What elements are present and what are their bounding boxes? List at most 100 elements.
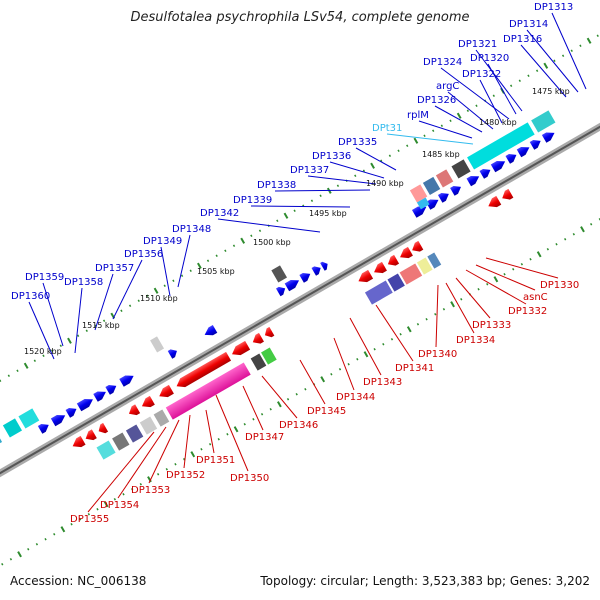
scale-dash [450,301,455,308]
gene-forward-19 [437,192,449,203]
scale-dash [233,426,239,433]
leader-DP1342 [217,218,321,233]
scale-dash [0,379,2,382]
gene-forward-14 [299,272,311,283]
leader-DP1349 [160,246,171,297]
leader-DP1324 [440,67,510,120]
gene-reverse-2 [85,429,97,441]
label-DP1330: DP1330 [540,280,579,291]
feature-forward-7 [271,265,287,283]
scale-dash [70,523,73,526]
leader-DP1320 [487,63,517,115]
gene-reverse-15 [412,240,424,252]
feature-reverse-11 [399,263,423,285]
scale-dash [529,258,532,261]
scale-dash [131,488,134,491]
leader-DP1357 [94,273,114,331]
label-DP1351: DP1351 [196,455,235,466]
scale-dash [51,349,54,352]
scale-dash [380,159,383,162]
leader-DP1360 [28,301,55,360]
label-argC: argC [436,81,459,92]
scale-tick-label: 1485 kbp [422,150,460,159]
scale-dash [397,149,400,152]
scale-dash [356,358,359,361]
label-DP1349: DP1349 [143,236,182,247]
scale-dash [579,44,582,47]
gene-forward-16 [320,261,328,271]
gene-forward-3 [37,423,49,434]
scale-dash [217,438,220,441]
scale-dash [561,54,565,57]
scale-dash [156,473,160,476]
gene-forward-26 [529,139,541,150]
label-DP1314: DP1314 [509,19,548,30]
label-asnC: asnC [523,292,548,303]
scale-dash [153,287,159,294]
leader-DP1321 [475,49,523,112]
scale-dash [122,493,125,496]
scale-dash [423,134,426,137]
leader-DP1322 [479,79,503,124]
leader-DP1343 [349,317,382,376]
gene-forward-6 [76,398,93,412]
feature-forward-12 [467,122,535,170]
gene-forward-23 [490,160,506,173]
scale-dash [139,483,142,486]
scale-dash [172,279,175,282]
scale-dash [9,558,13,561]
leader-DP1339 [250,205,351,208]
scale-dash [293,209,296,212]
scale-dash [33,359,36,362]
scale-dash [362,169,366,172]
feature-forward-4 [2,418,22,438]
label-DP1340: DP1340 [418,349,457,360]
leader-DP1352 [183,414,191,469]
gene-reverse-12 [374,261,387,274]
leader-DP1346 [261,375,298,419]
gene-reverse-5 [141,395,155,408]
feature-reverse-9 [364,280,393,305]
label-DP1348: DP1348 [172,224,211,235]
leader-DP1333 [455,277,491,319]
scale-dash [16,369,19,372]
scale-dash [224,249,227,252]
scale-dash [96,508,99,511]
scale-dash [76,334,80,337]
scale-dash [79,518,82,521]
scale-dash [128,304,132,307]
gene-reverse-9 [252,332,264,344]
scale-dash [1,563,4,566]
scale-dash [434,313,437,316]
scale-dash [146,294,149,297]
scale-dash [553,59,556,62]
gene-forward-10 [167,349,177,359]
scale-dash [23,362,29,369]
feature-forward-6 [150,336,165,353]
gene-forward-22 [479,168,491,179]
label-DP1347: DP1347 [245,432,284,443]
scale-dash [535,69,539,72]
scale-dash [17,551,22,558]
leader-DP1358 [74,287,83,354]
scale-dash [347,363,350,366]
scale-dash [546,248,549,251]
scale-dash [295,393,298,396]
leader-DP1356 [112,259,143,320]
feature-reverse-3 [125,424,144,443]
scale-dash [180,274,184,277]
feature-reverse-2 [112,432,130,451]
gene-reverse-17 [502,188,514,200]
scale-dash [137,299,140,302]
gene-reverse-10 [264,326,275,338]
gene-reverse-4 [128,404,141,416]
feature-reverse-7 [261,347,277,365]
label-DP1344: DP1344 [336,392,375,403]
gene-forward-4 [50,414,66,427]
scale-dash [200,448,203,451]
gene-forward-12 [276,286,286,297]
scale-dash [310,199,314,202]
leader-DP1359 [42,282,64,347]
leader-DP1326 [434,105,483,133]
label-DP1322: DP1322 [462,69,501,80]
